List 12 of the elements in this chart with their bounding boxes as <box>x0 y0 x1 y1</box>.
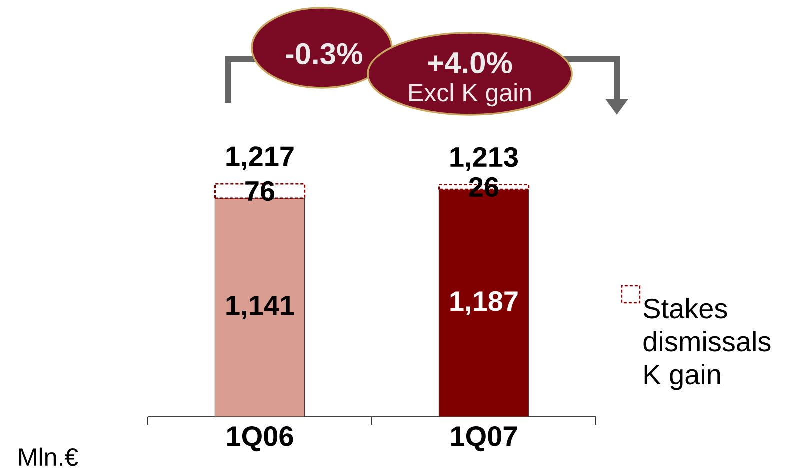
text: -0.3% <box>286 43 362 65</box>
total-label: 1,213 <box>450 147 518 172</box>
x-tick-label: 1Q07 <box>452 426 518 452</box>
total-label: 1,217 <box>226 146 294 170</box>
text: +4.0% <box>428 52 512 74</box>
x-tick-label: 1Q06 <box>228 426 294 452</box>
text: Excl K gain <box>410 83 531 107</box>
data-label: 1,187 <box>450 291 518 316</box>
legend-label: Stakes dismissals K gain <box>644 298 771 390</box>
data-label: 1,141 <box>226 296 294 320</box>
text: Mln.€ <box>20 448 78 466</box>
data-label: 76 <box>246 181 275 202</box>
